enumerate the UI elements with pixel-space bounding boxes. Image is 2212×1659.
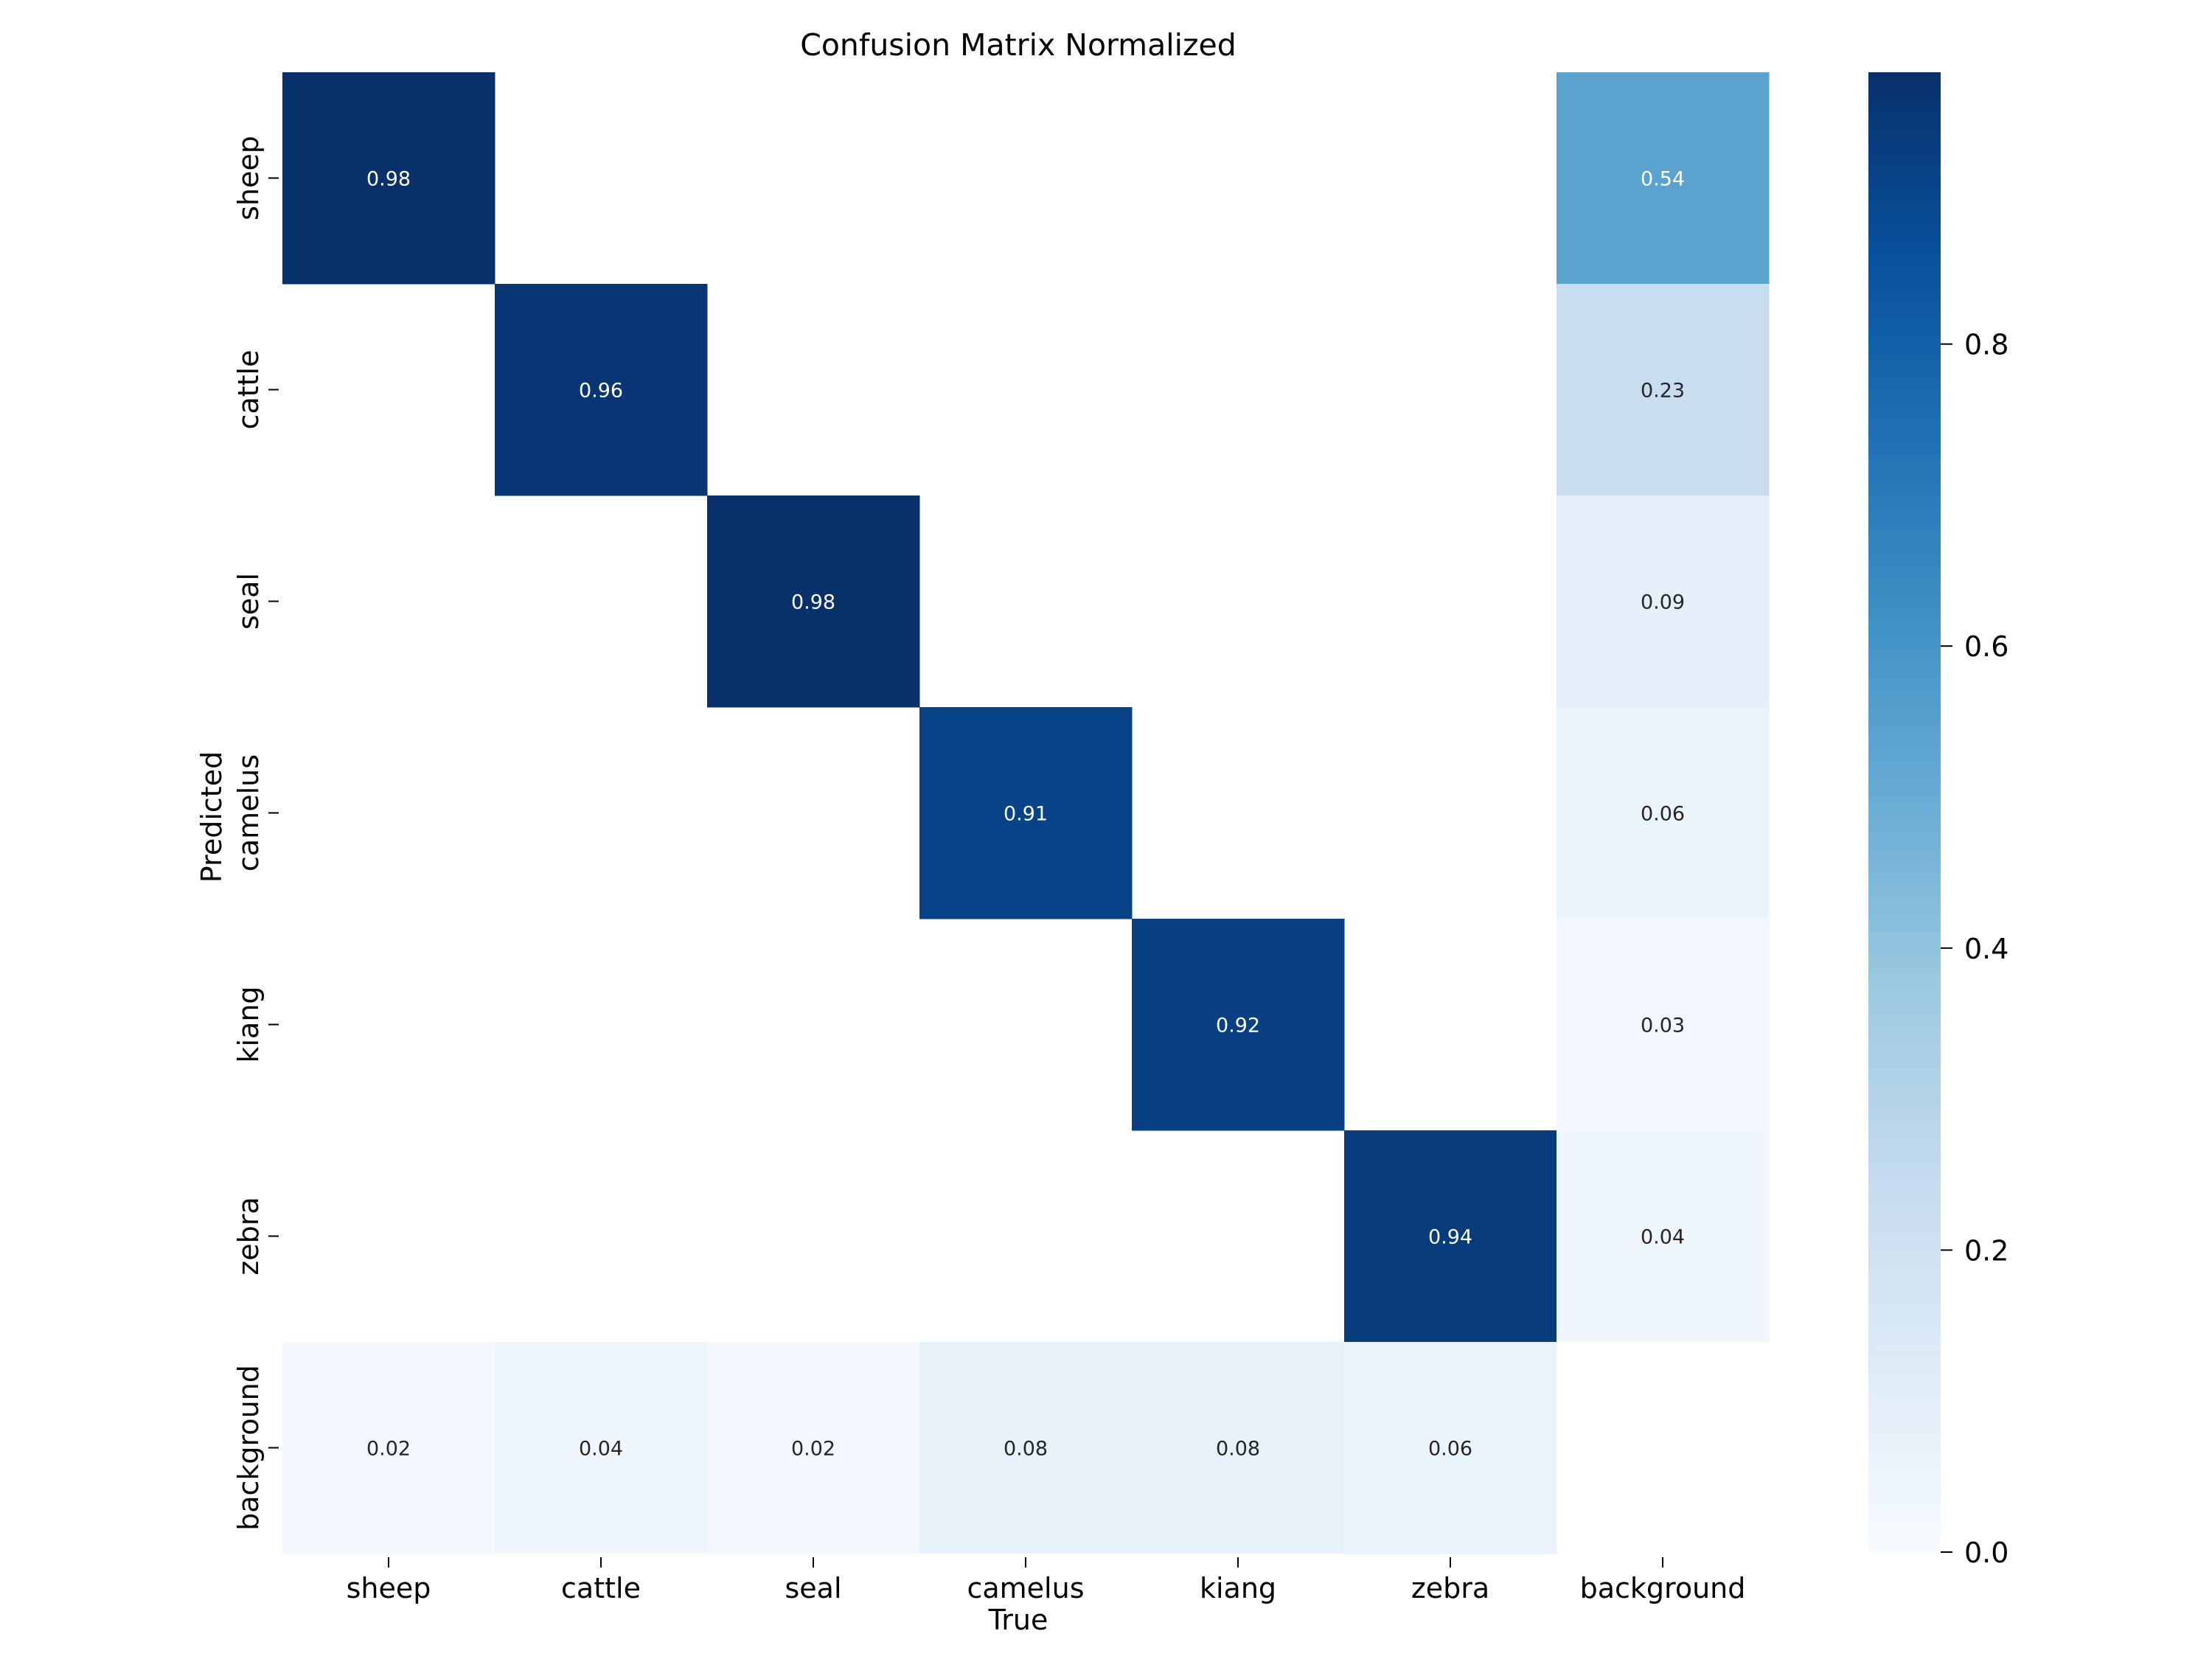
- y-axis-label: Predicted: [195, 751, 228, 883]
- colorbar-ticks: 0.0 0.2 0.4 0.6 0.8: [1941, 329, 2008, 1569]
- colorbar-tick-label: 0.8: [1964, 329, 2008, 361]
- cell-value-label: 0.23: [1641, 380, 1685, 403]
- cell-value-label: 0.06: [1428, 1438, 1472, 1461]
- heatmap-cell: [919, 707, 1133, 919]
- cell-value-label: 0.98: [791, 591, 835, 614]
- colorbar-tick-label: 0.6: [1964, 630, 2008, 663]
- colorbar: [1868, 72, 1941, 1552]
- heatmap-cell: [495, 284, 708, 496]
- heatmap-cell: [1557, 495, 1770, 708]
- chart-title: Confusion Matrix Normalized: [800, 27, 1237, 63]
- cell-value-label: 0.98: [366, 168, 411, 191]
- cell-value-label: 0.54: [1641, 168, 1685, 191]
- y-axis-ticks: sheep cattle seal camelus kiang zebra backgrou…: [232, 136, 279, 1531]
- heatmap-cell: [1557, 1130, 1770, 1343]
- heatmap-cell: [1344, 1342, 1557, 1554]
- heatmap-cell: [1557, 919, 1770, 1131]
- heatmap-cell: [707, 495, 920, 708]
- cell-value-label: 0.04: [1641, 1226, 1685, 1249]
- x-axis-ticks: sheep cattle seal camelus kiang zebra backgrou…: [347, 1557, 1746, 1604]
- colorbar-tick-label: 0.2: [1964, 1234, 2008, 1267]
- colorbar-tick-label: 0.4: [1964, 933, 2008, 965]
- heatmap-cell: [1557, 72, 1770, 285]
- colorbar-tick-label: 0.0: [1964, 1537, 2008, 1569]
- cell-value-label: 0.06: [1641, 803, 1685, 826]
- cell-value-label: 0.03: [1641, 1015, 1685, 1037]
- cell-value-label: 0.94: [1428, 1226, 1472, 1249]
- cell-value-label: 0.04: [579, 1438, 623, 1461]
- y-tick-label: kiang: [232, 986, 265, 1062]
- cell-value-label: 0.08: [1216, 1438, 1260, 1461]
- x-tick-label: background: [1580, 1572, 1746, 1604]
- heatmap-cell: [495, 1342, 708, 1554]
- cell-value-label: 0.02: [791, 1438, 835, 1461]
- heatmap-cell: [919, 1342, 1133, 1554]
- heatmap-cell: [1557, 707, 1770, 919]
- y-tick-label: camelus: [232, 754, 265, 872]
- cell-value-label: 0.96: [579, 380, 623, 403]
- heatmap-cell: [1557, 284, 1770, 496]
- heatmap-cell-labels: 0.98 0.54 0.96 0.23 0.98 0.09 0.91 0.06 0.92 0.03…: [366, 168, 1685, 1461]
- cell-value-label: 0.08: [1004, 1438, 1048, 1461]
- cell-value-label: 0.91: [1004, 803, 1048, 826]
- x-tick-label: seal: [785, 1572, 841, 1604]
- heatmap-cell: [1344, 1130, 1557, 1343]
- x-axis-label: True: [988, 1604, 1048, 1636]
- y-tick-label: zebra: [232, 1197, 265, 1275]
- heatmap-cell: [282, 1342, 495, 1554]
- heatmap-cell: [1132, 1342, 1345, 1554]
- heatmap-cell: [707, 1342, 920, 1554]
- y-tick-label: cattle: [232, 350, 265, 430]
- x-tick-label: camelus: [967, 1572, 1084, 1604]
- y-tick-label: background: [232, 1365, 265, 1531]
- y-tick-label: seal: [232, 573, 265, 630]
- x-tick-label: sheep: [347, 1572, 431, 1604]
- cell-value-label: 0.09: [1641, 591, 1685, 614]
- y-tick-label: sheep: [232, 136, 265, 220]
- heatmap-cells: [282, 72, 1770, 1554]
- x-tick-label: kiang: [1200, 1572, 1276, 1604]
- cell-value-label: 0.02: [366, 1438, 411, 1461]
- x-tick-label: zebra: [1411, 1572, 1489, 1604]
- heatmap-cell: [1132, 919, 1345, 1131]
- x-tick-label: cattle: [561, 1572, 641, 1604]
- heatmap-cell: [282, 72, 495, 285]
- cell-value-label: 0.92: [1216, 1015, 1260, 1037]
